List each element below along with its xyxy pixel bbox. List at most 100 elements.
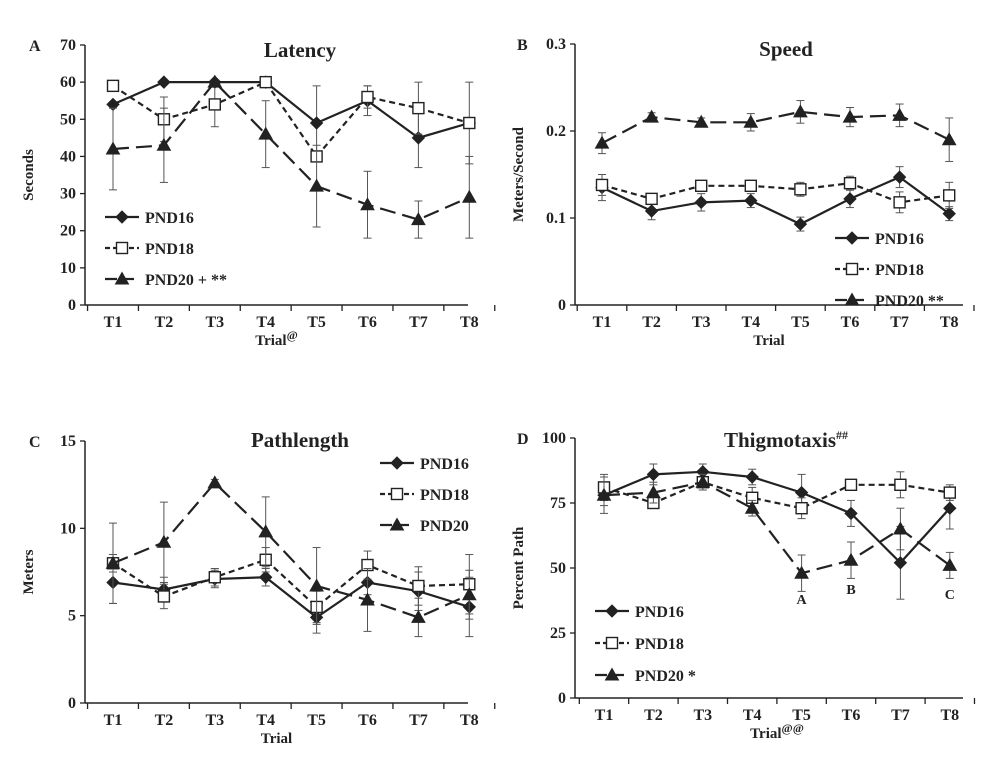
data-point	[207, 74, 223, 88]
x-tick-label: T2	[644, 707, 663, 724]
data-point	[361, 90, 374, 104]
y-axis-label: Seconds	[21, 149, 37, 201]
data-point	[411, 212, 426, 226]
data-point	[843, 552, 859, 566]
series-line	[112, 558, 470, 609]
panel-letter: D	[517, 431, 529, 448]
legend-label: PND18	[145, 241, 194, 258]
data-point	[208, 98, 222, 111]
data-point	[105, 555, 121, 569]
panel-letter: B	[517, 37, 528, 54]
x-tick-label: T3	[205, 712, 224, 729]
data-point	[745, 470, 759, 484]
x-tick-label: T6	[841, 314, 860, 331]
data-point	[207, 475, 223, 489]
data-point	[157, 590, 171, 603]
data-point	[793, 104, 808, 118]
data-point	[892, 107, 907, 121]
y-tick-label: 0.1	[546, 210, 566, 227]
x-tick-label: T5	[307, 314, 326, 331]
legend-label: PND20 *	[635, 668, 696, 685]
data-point	[693, 114, 709, 128]
data-point	[794, 485, 809, 500]
data-point	[461, 587, 477, 601]
x-tick-label: T8	[460, 712, 479, 729]
legend-label: PND16	[420, 456, 469, 473]
data-point	[793, 217, 808, 231]
y-axis-label: Percent Path	[511, 526, 527, 609]
series-line	[601, 182, 950, 204]
data-point	[309, 178, 324, 192]
data-point	[695, 474, 711, 488]
data-point	[942, 206, 956, 221]
data-point	[309, 116, 324, 130]
legend-marker	[115, 241, 129, 255]
x-tick-label: T3	[205, 314, 224, 331]
x-tick-label: T1	[104, 314, 123, 331]
legend-marker	[115, 210, 129, 224]
legend-label: PND20 + **	[145, 272, 227, 289]
legend-label: PND16	[875, 231, 924, 248]
series-pnd20	[105, 475, 477, 638]
data-point	[208, 571, 222, 584]
panel-letter: C	[29, 434, 41, 451]
legend-label: PND20	[420, 518, 469, 535]
panel-d: 0 25 50 75 100 T1 T2 T3 T4 T5 T6 T7 T8 D Thigmotaxis##…	[511, 428, 976, 742]
x-tick-label: T2	[155, 712, 174, 729]
panel-c: 0 5 10 15 T1 T2 T3 T4 T5 T6 T7 T8 C Pathlength Trial Me…	[21, 428, 496, 747]
series-line	[112, 81, 470, 140]
y-tick-label: 0	[68, 695, 76, 712]
data-point	[795, 502, 808, 515]
series-line	[112, 576, 470, 619]
y-axis-label: Meters	[21, 549, 37, 594]
legend-annotation: **	[928, 293, 944, 310]
data-point	[744, 500, 760, 514]
x-tick-label: T4	[741, 314, 760, 331]
data-point	[943, 501, 957, 515]
data-point	[309, 578, 324, 592]
legend-annotation: *	[688, 668, 696, 685]
x-tick-label: T7	[891, 707, 910, 724]
legend-marker	[844, 292, 860, 306]
x-tick-label: T5	[307, 712, 326, 729]
x-tick-label: T2	[155, 314, 174, 331]
y-tick-label: 50	[550, 560, 566, 577]
data-point	[105, 141, 121, 155]
x-tick-label: T3	[693, 707, 712, 724]
series-pnd18	[595, 174, 956, 214]
y-tick-label: 5	[68, 608, 76, 625]
data-point	[794, 565, 809, 579]
chart-title: Speed	[759, 37, 813, 61]
data-point	[644, 204, 659, 218]
xlabel-superscript: @	[287, 328, 298, 342]
data-point	[843, 176, 857, 190]
series-pnd20	[594, 100, 957, 162]
y-tick-label: 100	[542, 430, 566, 447]
chart-title: Thigmotaxis##	[724, 428, 848, 452]
x-tick-label: T6	[358, 314, 377, 331]
x-tick-label: T5	[792, 707, 811, 724]
legend-label: PND16	[145, 210, 194, 227]
series-pnd20	[596, 473, 958, 592]
data-point	[412, 579, 425, 593]
x-axis-label: Trial@	[255, 328, 298, 349]
legend-annotation: + **	[198, 272, 227, 289]
y-tick-label: 0.2	[546, 123, 566, 140]
series-line	[603, 481, 951, 575]
data-point	[156, 137, 172, 151]
y-tick-label: 50	[60, 111, 76, 128]
data-point	[695, 179, 708, 193]
series-line	[112, 80, 470, 221]
annotation-label: B	[846, 583, 855, 598]
series-line	[112, 80, 470, 159]
data-point	[892, 170, 907, 184]
data-point	[412, 101, 425, 115]
data-point	[893, 521, 908, 535]
legend-marker	[390, 456, 404, 470]
panel-a: 0 10 20 30 40 50 60 70 T1 T2 T3 T4 T5 T6 T7 T8 A Latency T…	[21, 37, 496, 349]
data-point	[943, 486, 956, 499]
legend-marker	[389, 517, 405, 531]
data-point	[360, 197, 375, 211]
